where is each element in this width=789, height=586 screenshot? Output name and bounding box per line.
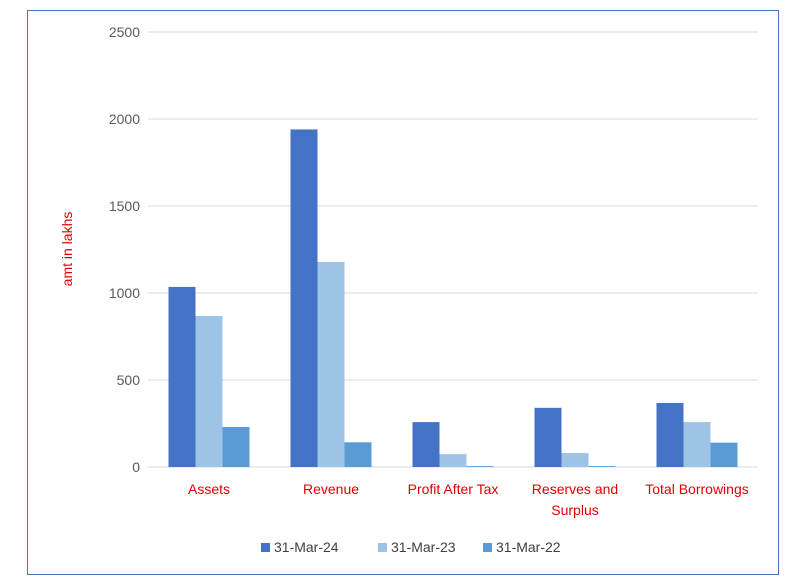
bars (168, 129, 738, 467)
legend: 31-Mar-24 31-Mar-23 31-Mar-22 (261, 539, 561, 555)
y-tick-label: 2500 (109, 24, 140, 40)
legend-label: 31-Mar-22 (496, 539, 561, 555)
bar (195, 315, 223, 467)
y-tick-label: 2000 (109, 111, 140, 127)
bar (344, 442, 372, 467)
bar (290, 129, 318, 467)
y-tick-label: 0 (132, 459, 140, 475)
bar (710, 442, 738, 467)
x-axis-categories: Assets Revenue Profit After Tax Reserves an… (188, 481, 749, 518)
bar-chart: 0 500 1000 1500 2000 2500 Assets Revenue Profit… (59, 24, 758, 555)
y-tick-label: 1000 (109, 285, 140, 301)
bar (222, 426, 250, 467)
legend-swatch (261, 543, 270, 552)
y-axis-ticks: 0 500 1000 1500 2000 2500 (109, 24, 140, 475)
x-category-label: Reserves and (532, 481, 618, 497)
bar (588, 466, 616, 467)
y-tick-label: 500 (117, 372, 141, 388)
bar (656, 402, 684, 467)
x-category-label: Surplus (551, 502, 598, 518)
x-category-label: Total Borrowings (645, 481, 749, 497)
legend-label: 31-Mar-23 (391, 539, 456, 555)
gridlines (148, 31, 758, 468)
legend-swatch (483, 543, 492, 552)
bar (561, 453, 589, 467)
x-category-label: Assets (188, 481, 230, 497)
y-axis-label: amt in lakhs (59, 212, 75, 287)
bar (534, 407, 562, 467)
x-category-label: Profit After Tax (408, 481, 499, 497)
bar (317, 262, 345, 467)
chart-frame: 0 500 1000 1500 2000 2500 Assets Revenue Profit… (27, 10, 779, 575)
bar (683, 422, 711, 467)
bar (439, 454, 467, 467)
y-tick-label: 1500 (109, 198, 140, 214)
bar (466, 466, 494, 467)
x-category-label: Revenue (303, 481, 359, 497)
legend-swatch (378, 543, 387, 552)
bar (168, 286, 196, 467)
bar (412, 422, 440, 467)
legend-label: 31-Mar-24 (274, 539, 339, 555)
